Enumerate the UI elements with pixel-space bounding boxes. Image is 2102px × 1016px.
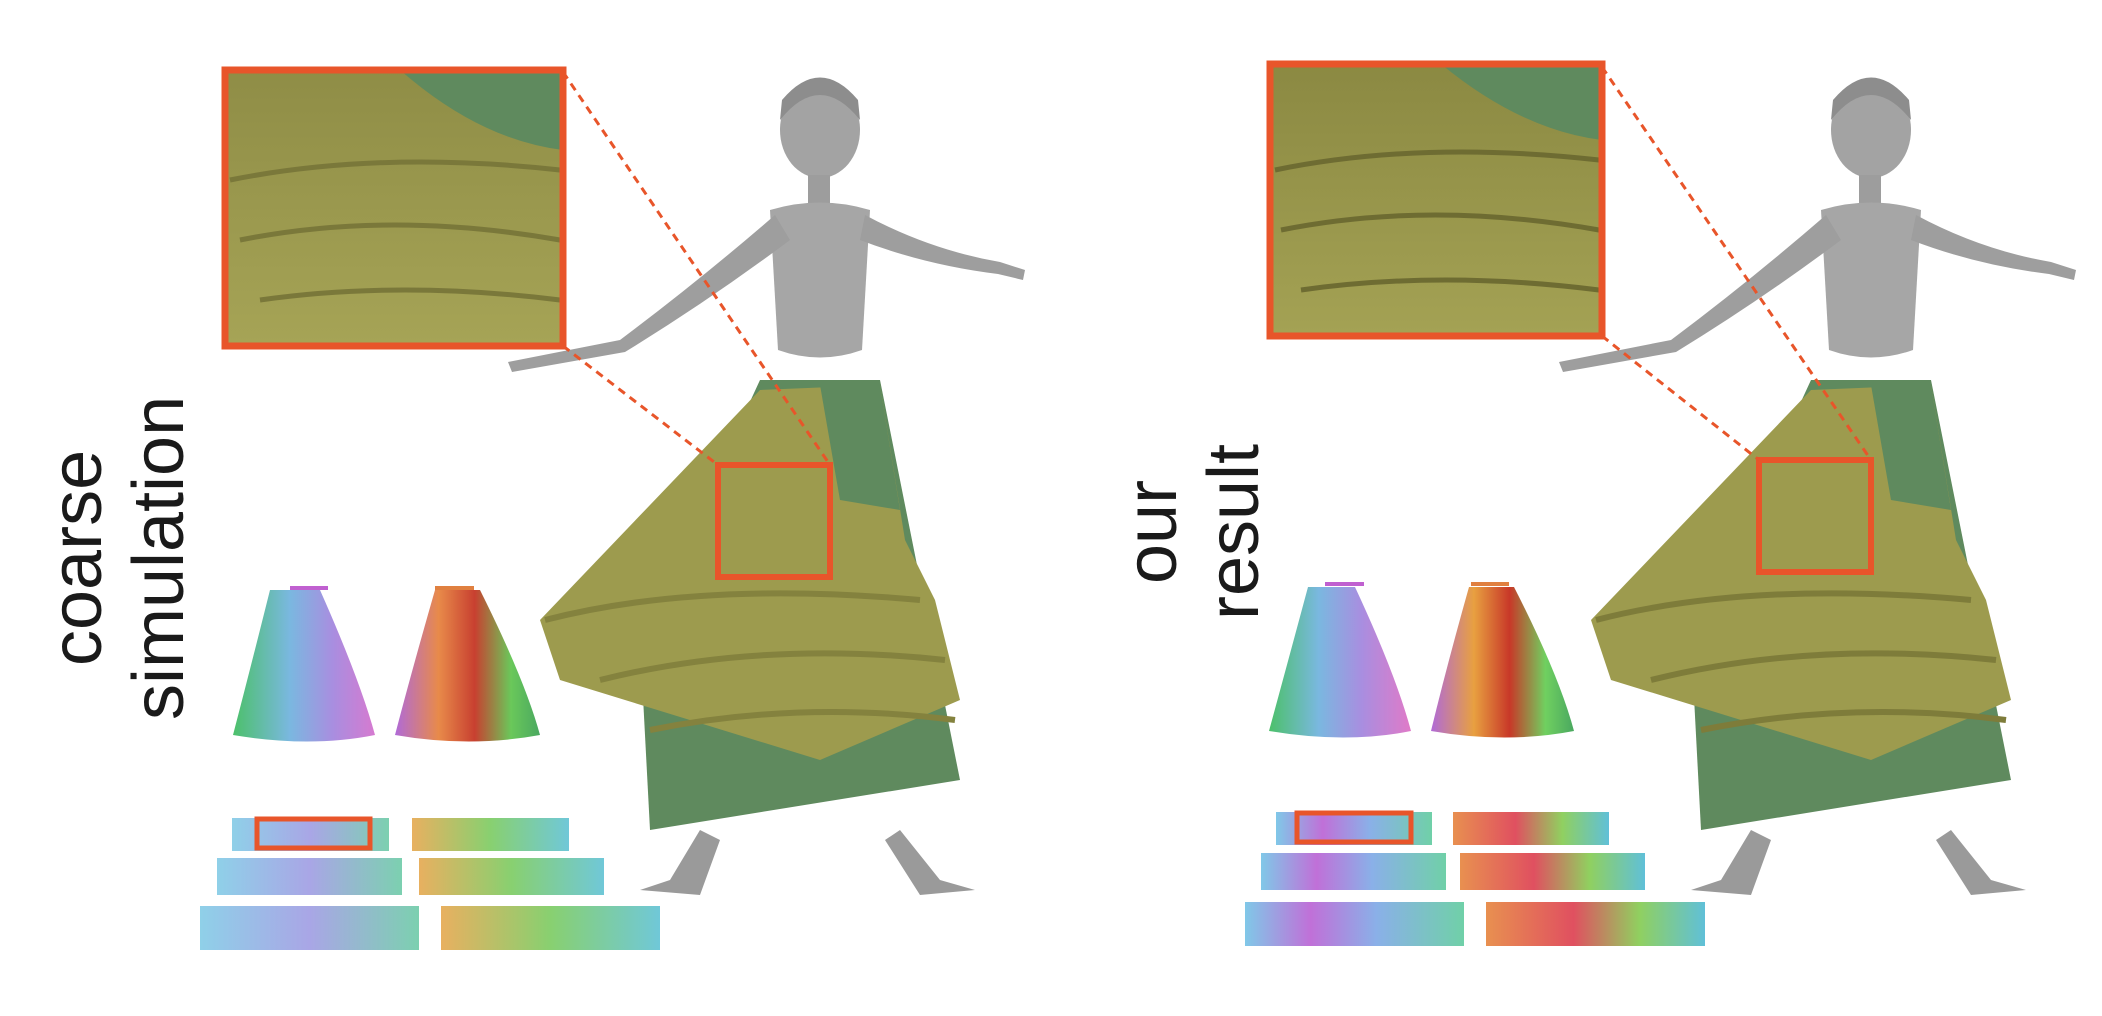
- left-arm: [508, 215, 790, 372]
- torso: [1821, 202, 1921, 358]
- waist-panel: [1871, 385, 1951, 510]
- right-foot: [1936, 830, 2026, 895]
- skirt: [540, 380, 960, 830]
- torso: [770, 202, 870, 358]
- uv-strip: [441, 906, 660, 950]
- uv-strip: [1453, 812, 1609, 845]
- scene: [200, 66, 1025, 950]
- uv-strip: [217, 858, 402, 895]
- normal-map-back: [1431, 587, 1574, 738]
- ruffle-line: [1650, 650, 1997, 683]
- normal-maps: [1245, 582, 1705, 946]
- zoom-inset-waist: [400, 70, 563, 150]
- zoom-inset-fold: [259, 287, 561, 303]
- uv-strip: [1245, 902, 1464, 946]
- overskirt: [540, 385, 960, 760]
- character-figure: [1559, 77, 2076, 895]
- uv-strip: [412, 818, 569, 851]
- right-arm: [1911, 215, 2076, 280]
- ruffle-line: [1700, 709, 2007, 733]
- headwrap: [780, 77, 860, 120]
- left-arm: [1559, 215, 1841, 372]
- uv-strip: [200, 906, 419, 950]
- right-foot: [885, 830, 975, 895]
- normal-map-front: [1269, 587, 1411, 738]
- zoom-inset-frame: [1266, 60, 1606, 340]
- head: [1831, 82, 1911, 178]
- zoom-inset-fold: [1300, 277, 1600, 293]
- skirt: [1591, 380, 2011, 830]
- zoom-inset-fold: [1274, 149, 1600, 173]
- zoom-inset: [1266, 60, 1606, 340]
- zoom-leader-line: [561, 71, 832, 466]
- panel-our-result: our result: [1051, 0, 2102, 1016]
- zoom-inset-frame: [221, 66, 567, 350]
- zoom-leader-line: [1601, 334, 1760, 462]
- uv-strip: [1261, 853, 1446, 890]
- neck: [1859, 175, 1881, 210]
- normal-map-front: [233, 590, 375, 742]
- head: [780, 82, 860, 178]
- normal-maps: [200, 586, 660, 950]
- ruffle-line: [599, 650, 946, 683]
- character-figure: [508, 77, 1025, 895]
- uv-strip-highlight: [254, 816, 373, 851]
- uv-strip-highlight: [1294, 810, 1414, 845]
- right-arm: [860, 215, 1025, 280]
- scene: [1245, 60, 2076, 946]
- left-foot: [1691, 830, 1771, 895]
- ruffle-line: [544, 590, 921, 623]
- waist-panel: [820, 385, 900, 510]
- normal-map-back: [395, 590, 540, 742]
- zoom-inset-fold: [229, 159, 561, 183]
- zoom-inset-fold: [1280, 212, 1600, 233]
- zoom-inset-fold: [239, 222, 561, 243]
- zoom-inset-waist: [1441, 64, 1602, 140]
- uv-strip: [1486, 902, 1705, 946]
- zoom-region-box: [715, 462, 833, 580]
- headwrap: [1831, 77, 1911, 120]
- uv-strip: [419, 858, 604, 895]
- uv-strip: [1460, 853, 1645, 890]
- zoom-leader-line: [1600, 66, 1873, 461]
- panel-coarse-simulation: coarse simulation: [37, 66, 1025, 950]
- ruffle-line: [1595, 590, 1972, 623]
- zoom-inset: [221, 66, 567, 350]
- ruffle-line: [649, 709, 956, 733]
- zoom-leader-line: [562, 344, 719, 467]
- left-foot: [640, 830, 720, 895]
- neck: [808, 175, 830, 210]
- zoom-region-box: [1756, 457, 1874, 575]
